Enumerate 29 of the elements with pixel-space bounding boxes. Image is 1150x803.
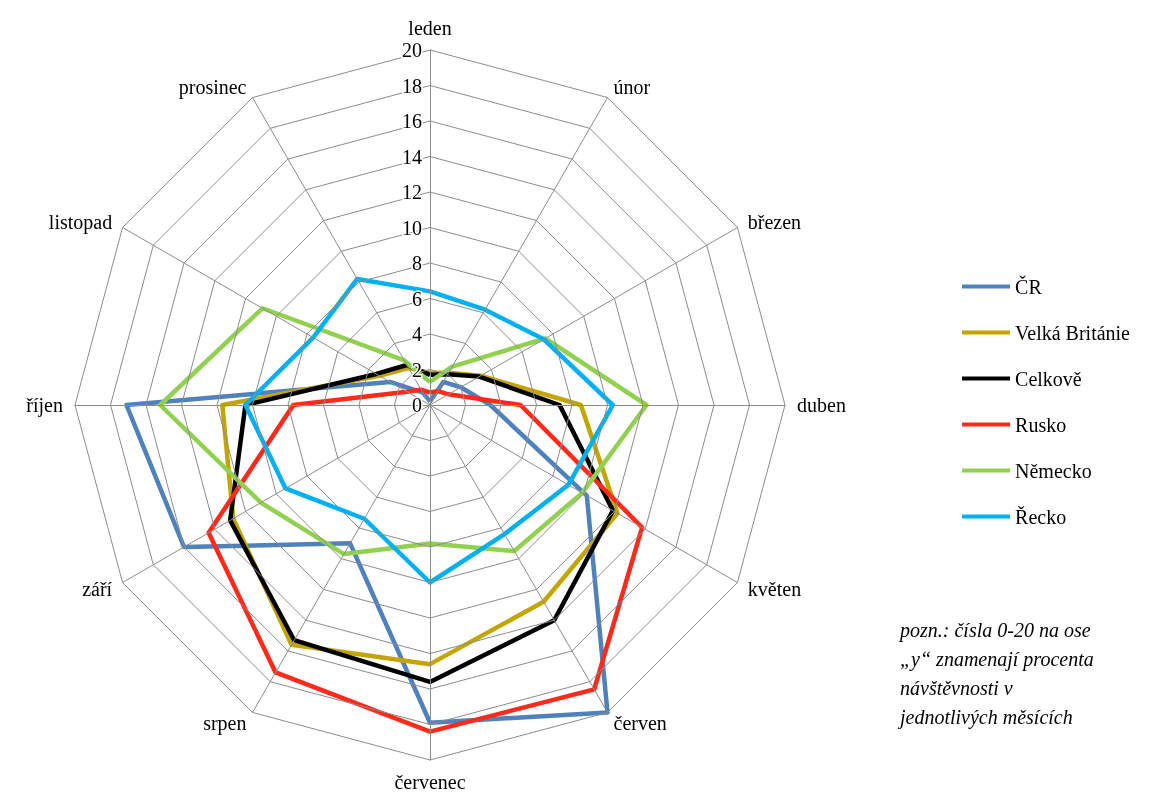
y-tick-label: 12: [402, 181, 422, 203]
spoke-label: září: [82, 577, 113, 600]
spoke-label: duben: [797, 394, 846, 416]
legend-label: Řecko: [1015, 505, 1067, 528]
y-tick-label: 20: [402, 39, 422, 61]
y-tick-label: 0: [412, 394, 422, 416]
y-tick-label: 4: [412, 323, 422, 345]
spoke-label: červenec: [394, 771, 466, 793]
spoke-label: červen: [613, 711, 667, 734]
spoke-label: květen: [747, 577, 802, 600]
spoke-label: listopad: [48, 210, 113, 234]
spoke-label: únor: [613, 76, 651, 99]
y-tick-label: 16: [402, 110, 422, 132]
legend-label: ČR: [1015, 274, 1043, 298]
y-tick-label: 10: [402, 216, 422, 239]
spoke-label: prosinec: [178, 76, 247, 100]
spoke-label: srpen: [203, 711, 247, 735]
y-tick-label: 6: [412, 287, 422, 310]
text: pozn.: čísla 0-20 na ose „y“ znamenají procenta návštěvnosti v jednotlivých měsících: [897, 618, 1099, 729]
legend-label: Německo: [1015, 459, 1092, 482]
y-tick-label: 8: [412, 252, 422, 274]
spoke-label: říjen: [26, 394, 63, 417]
y-tick-label: 18: [402, 74, 422, 97]
legend-label: Velká Británie: [1015, 321, 1131, 344]
spoke-label: leden: [408, 17, 452, 39]
legend-label: Rusko: [1015, 413, 1067, 436]
y-tick-label: 14: [402, 145, 422, 168]
spoke-label: březen: [747, 210, 802, 233]
legend-label: Celkově: [1015, 367, 1082, 390]
